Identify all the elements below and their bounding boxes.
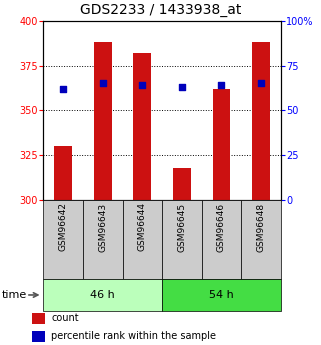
Text: percentile rank within the sample: percentile rank within the sample — [51, 332, 216, 341]
Text: GDS2233 / 1433938_at: GDS2233 / 1433938_at — [80, 3, 241, 17]
Bar — [134, 53, 151, 200]
Text: GSM96643: GSM96643 — [98, 203, 107, 252]
Point — [219, 82, 224, 88]
Text: GSM96646: GSM96646 — [217, 203, 226, 252]
Bar — [173, 168, 191, 200]
Bar — [43, 200, 83, 279]
Point — [61, 86, 66, 92]
Bar — [213, 89, 230, 200]
Text: GSM96644: GSM96644 — [138, 203, 147, 252]
Point — [179, 84, 185, 90]
Bar — [32, 331, 45, 342]
Bar — [43, 279, 162, 311]
Bar — [162, 279, 281, 311]
Text: time: time — [2, 290, 27, 300]
Text: GSM96642: GSM96642 — [59, 203, 68, 252]
Bar — [252, 42, 270, 200]
Text: 54 h: 54 h — [209, 290, 234, 300]
Bar — [94, 42, 112, 200]
Bar — [241, 200, 281, 279]
Text: GSM96648: GSM96648 — [256, 203, 265, 252]
Text: GSM96645: GSM96645 — [178, 203, 187, 252]
Point — [140, 82, 145, 88]
Text: 46 h: 46 h — [90, 290, 115, 300]
Bar — [162, 200, 202, 279]
Bar — [202, 200, 241, 279]
Point — [258, 81, 264, 86]
Bar — [83, 200, 123, 279]
Point — [100, 81, 105, 86]
Bar — [123, 200, 162, 279]
Text: count: count — [51, 314, 79, 323]
Bar — [32, 313, 45, 324]
Bar — [54, 146, 72, 200]
